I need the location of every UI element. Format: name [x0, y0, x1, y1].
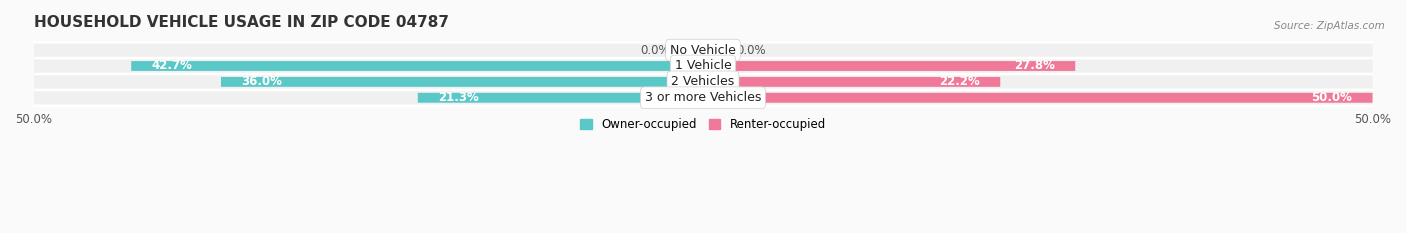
Text: 2 Vehicles: 2 Vehicles	[672, 75, 734, 88]
Bar	[703, 45, 723, 55]
Text: 22.2%: 22.2%	[939, 75, 980, 88]
Text: 3 or more Vehicles: 3 or more Vehicles	[645, 91, 761, 104]
Bar	[131, 61, 703, 71]
Bar	[683, 45, 703, 55]
Text: 27.8%: 27.8%	[1014, 59, 1054, 72]
Text: 0.0%: 0.0%	[640, 44, 669, 57]
Text: 42.7%: 42.7%	[152, 59, 193, 72]
Text: Source: ZipAtlas.com: Source: ZipAtlas.com	[1274, 21, 1385, 31]
Bar	[34, 44, 1372, 57]
Text: 21.3%: 21.3%	[437, 91, 478, 104]
Bar	[703, 93, 1372, 103]
Text: HOUSEHOLD VEHICLE USAGE IN ZIP CODE 04787: HOUSEHOLD VEHICLE USAGE IN ZIP CODE 0478…	[34, 15, 449, 30]
Bar	[34, 91, 1372, 104]
Legend: Owner-occupied, Renter-occupied: Owner-occupied, Renter-occupied	[575, 113, 831, 136]
Bar	[703, 77, 1000, 87]
Bar	[418, 93, 703, 103]
Bar	[703, 61, 1076, 71]
Text: 1 Vehicle: 1 Vehicle	[675, 59, 731, 72]
Text: 36.0%: 36.0%	[240, 75, 283, 88]
Bar	[221, 77, 703, 87]
Text: No Vehicle: No Vehicle	[671, 44, 735, 57]
Bar	[34, 75, 1372, 88]
Bar	[34, 59, 1372, 72]
Text: 0.0%: 0.0%	[737, 44, 766, 57]
Text: 50.0%: 50.0%	[1312, 91, 1353, 104]
